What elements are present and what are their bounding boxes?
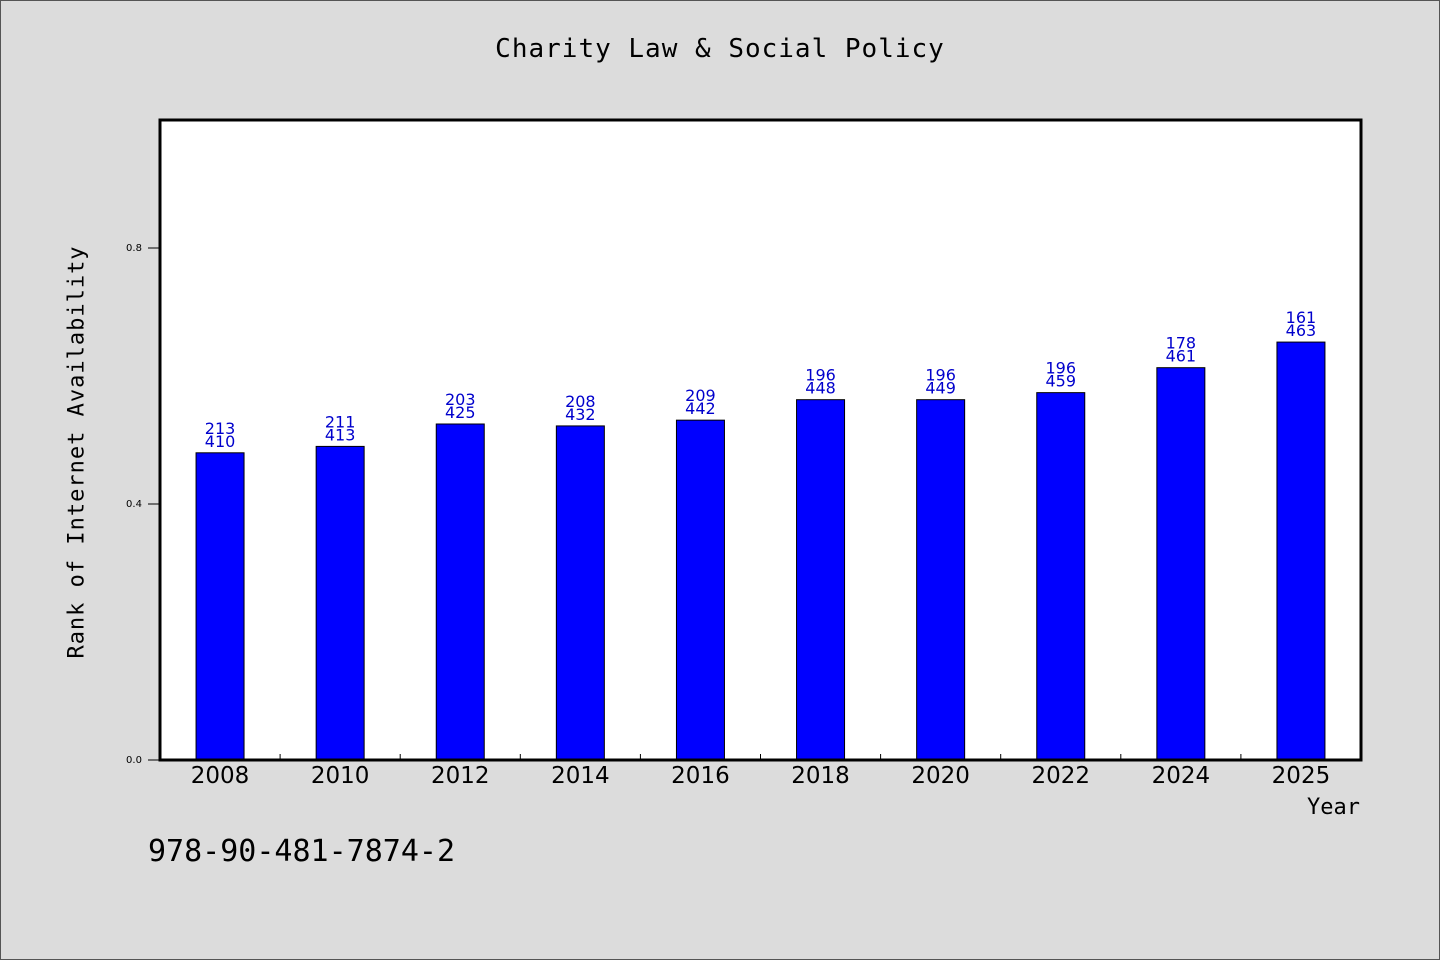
bar [1156, 367, 1206, 761]
data-label-bottom: 442 [685, 399, 716, 418]
bar [796, 399, 846, 761]
x-tick-label: 2010 [311, 763, 370, 789]
x-tick-label: 2024 [1152, 763, 1211, 789]
x-axis-label: Year [1307, 795, 1360, 820]
y-axis: 0.0 0.4 0.8 [126, 243, 160, 766]
x-tick-label: 2022 [1031, 763, 1090, 789]
y-tick-label: 0.0 [126, 755, 142, 766]
x-axis: 2008 2010 2012 2014 2016 2018 2020 2022 2024 2025 [191, 754, 1330, 789]
data-label-top: 213 [205, 419, 236, 438]
bar [555, 425, 605, 761]
isbn-code: 978-90-481-7874-2 [148, 834, 456, 869]
y-tick-label: 0.8 [126, 243, 142, 254]
x-tick-label: 2020 [911, 763, 970, 789]
data-label-top: 161 [1286, 308, 1317, 327]
data-label-bottom: 413 [325, 425, 356, 444]
x-tick-label: 2025 [1272, 763, 1331, 789]
data-label-top: 178 [1166, 334, 1197, 353]
data-label-top: 196 [925, 366, 956, 385]
bar [675, 419, 725, 761]
data-label-bottom: 459 [1045, 372, 1076, 391]
data-label-top: 211 [325, 412, 356, 431]
bar [1036, 392, 1086, 761]
bar [916, 399, 966, 761]
data-label-top: 203 [445, 390, 476, 409]
data-label-bottom: 449 [925, 379, 956, 398]
bar [195, 452, 245, 761]
data-label-top: 208 [565, 392, 596, 411]
plot-border [158, 118, 1363, 762]
x-tick-label: 2012 [431, 763, 490, 789]
bar-series [195, 341, 1326, 761]
bar [435, 423, 485, 761]
data-labels: 2134102114132034252084322094421964481964… [205, 308, 1316, 451]
data-label-bottom: 432 [565, 405, 596, 424]
x-tick-label: 2008 [191, 763, 250, 789]
data-label-top: 196 [1045, 359, 1076, 378]
chart-title: Charity Law & Social Policy [495, 34, 945, 64]
bar [315, 445, 365, 761]
data-label-bottom: 463 [1286, 321, 1317, 340]
data-label-bottom: 448 [805, 379, 836, 398]
data-label-top: 196 [805, 366, 836, 385]
data-label-bottom: 425 [445, 403, 476, 422]
data-label-bottom: 410 [205, 432, 236, 451]
data-label-bottom: 461 [1166, 347, 1197, 366]
x-tick-label: 2018 [791, 763, 850, 789]
data-label-top: 209 [685, 386, 716, 405]
y-tick-label: 0.4 [126, 499, 142, 510]
x-tick-label: 2014 [551, 763, 610, 789]
bar [1276, 341, 1326, 761]
x-tick-label: 2016 [671, 763, 730, 789]
